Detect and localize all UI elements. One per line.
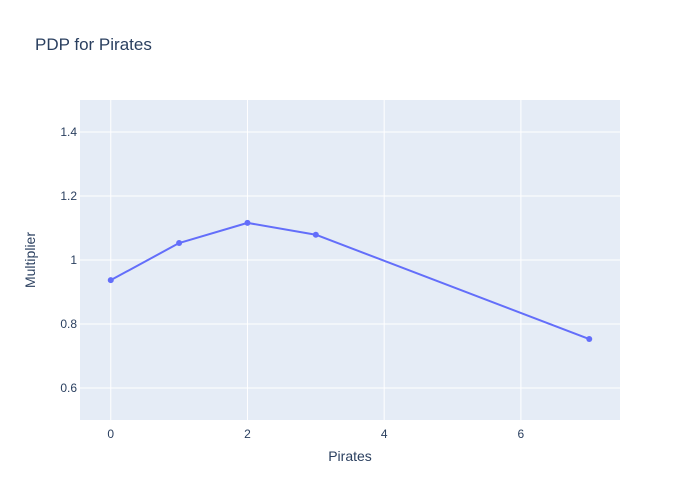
x-tick-label: 6 xyxy=(518,427,525,441)
series-layer xyxy=(107,219,593,343)
tick-labels: 0 2 4 6 0.6 0.8 1 1.2 1.4 xyxy=(60,125,524,441)
y-tick-label: 0.6 xyxy=(60,381,77,395)
y-tick-label: 1.2 xyxy=(60,189,77,203)
y-tick-label: 1 xyxy=(70,253,77,267)
x-axis-title: Pirates xyxy=(328,448,372,464)
x-tick-label: 0 xyxy=(107,427,114,441)
data-point[interactable] xyxy=(176,240,183,247)
y-tick-label: 0.8 xyxy=(60,317,77,331)
data-point[interactable] xyxy=(586,336,593,343)
chart-title: PDP for Pirates xyxy=(35,35,152,54)
y-tick-label: 1.4 xyxy=(60,125,77,139)
x-tick-label: 2 xyxy=(244,427,251,441)
x-tick-label: 4 xyxy=(381,427,388,441)
data-point[interactable] xyxy=(312,231,319,238)
y-axis-title: Multiplier xyxy=(22,232,38,288)
data-point[interactable] xyxy=(244,219,251,226)
data-point[interactable] xyxy=(107,277,114,284)
